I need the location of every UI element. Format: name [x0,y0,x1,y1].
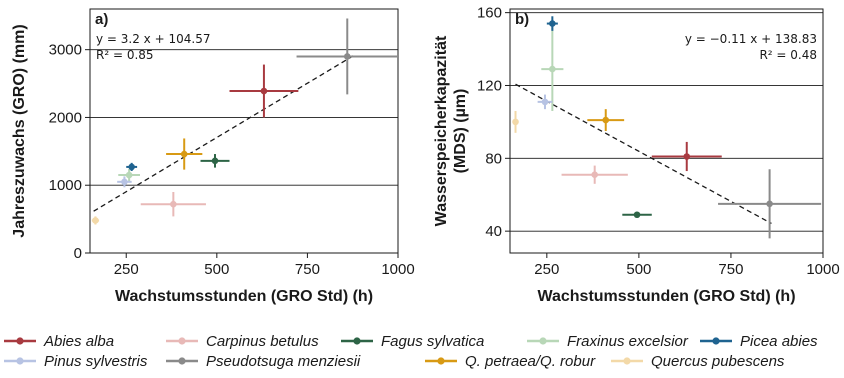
legend-item-abies-alba: Abies alba [4,333,114,350]
data-point-picea-abies [546,16,558,31]
data-point-q-petraea-q-robur [587,109,625,131]
panel-b: 40 80 120 160 250 500 750 1000 b) Wachstumsstunde… [433,5,840,305]
legend-swatch-marker [16,357,24,365]
x-tick-label: 250 [114,261,139,278]
y-tick-label: 160 [477,5,502,22]
marker [128,163,135,171]
marker [766,200,773,208]
data-point-abies-alba [229,64,299,118]
regression-equation: y = −0.11 x + 138.83 [685,32,817,46]
marker [125,171,133,179]
legend-label: Pseudotsuga menziesii [206,353,361,370]
y-tick-label: 2000 [49,109,82,126]
plot-frame [509,8,824,254]
marker [180,150,188,158]
marker [92,217,99,224]
panel-a: 0 1000 2000 3000 250 500 750 1000 a) Wachstumsstu… [11,8,415,305]
data-point-quercus-pubescens [512,110,519,133]
data-point-pinus-sylvestris [537,94,553,110]
legend-label: Fagus sylvatica [381,333,484,350]
legend-item-quercus-pubescens: Quercus pubescens [611,353,785,370]
data-point-quercus-pubescens [91,216,100,225]
legend-label: Abies alba [43,333,114,350]
legend-label: Q. petraea/Q. robur [465,353,596,370]
marker [343,53,351,60]
legend-label: Quercus pubescens [651,353,785,370]
panel-label: a) [95,11,108,28]
x-tick-label: 250 [534,261,559,278]
x-tick-label: 1000 [381,261,414,278]
data-point-pseudotsuga-menziesii [718,169,822,239]
regression-equation: y = 3.2 x + 104.57 [96,32,210,46]
marker [549,65,556,73]
y-axis-title-line2: (MDS) (µm) [452,89,469,174]
legend-label: Picea abies [740,333,818,350]
legend-swatch-marker [437,357,445,365]
regression-line [515,83,772,225]
legend: Abies alba Carpinus betulus Fagus sylvatic… [4,333,818,370]
marker [170,200,177,208]
plot-frame [89,8,399,254]
marker [211,157,219,165]
data-point-fraxinus-excelsior [541,27,564,111]
y-tick-label: 0 [74,245,82,262]
x-tick-label: 500 [204,261,229,278]
y-tick-label: 1000 [49,177,82,194]
legend-item-picea-abies: Picea abies [700,333,818,350]
data-point-pseudotsuga-menziesii [296,18,398,95]
y-tick-label: 120 [477,77,502,94]
legend-item-q-petraea-q-robur: Q. petraea/Q. robur [425,353,596,370]
y-tick-label: 3000 [49,42,82,59]
x-axis-title: Wachstumsstunden (GRO Std) (h) [115,288,373,305]
marker [602,116,610,124]
marker [683,153,691,160]
y-tick-label: 80 [485,150,502,167]
legend-swatch-marker [623,357,631,365]
legend-swatch-marker [178,357,186,365]
regression-line [93,54,355,212]
legend-item-pinus-sylvestris: Pinus sylvestris [4,353,148,370]
data-point-abies-alba [651,141,722,172]
data-point-carpinus-betulus [561,165,628,184]
data-point-q-petraea-q-robur [166,138,203,170]
marker [260,87,268,95]
y-axis-title: Wasserspeicherkapazität [433,35,450,226]
legend-swatch-marker [539,337,547,345]
marker [591,171,598,179]
legend-swatch-marker [353,337,361,345]
data-point-fagus-sylvatica [200,154,230,168]
r-squared: R² = 0.48 [759,48,817,62]
legend-item-pseudotsuga-menziesii: Pseudotsuga menziesii [166,353,361,370]
x-tick-label: 750 [718,261,743,278]
x-tick-label: 500 [626,261,651,278]
legend-label: Pinus sylvestris [44,353,148,370]
marker [512,118,519,126]
legend-item-carpinus-betulus: Carpinus betulus [166,333,319,350]
marker [121,178,128,186]
legend-swatch-marker [16,337,24,345]
marker [633,211,641,219]
legend-label: Carpinus betulus [206,333,319,350]
y-tick-label: 40 [485,223,502,240]
legend-swatch-marker [712,337,720,345]
data-point-picea-abies [126,162,138,171]
x-tick-label: 750 [295,261,320,278]
y-axis-title: Jahreszuwachs (GRO) (mm) [11,24,28,237]
marker [549,20,556,27]
data-point-fagus-sylvatica [622,211,652,219]
data-point-fraxinus-excelsior [118,168,141,182]
x-tick-label: 1000 [806,261,839,278]
legend-swatch-marker [178,337,186,345]
marker [541,98,549,106]
legend-item-fagus-sylvatica: Fagus sylvatica [341,333,484,350]
legend-label: Fraxinus excelsior [567,333,689,350]
data-point-pinus-sylvestris [117,176,132,188]
x-axis-title: Wachstumsstunden (GRO Std) (h) [537,288,795,305]
legend-item-fraxinus-excelsior: Fraxinus excelsior [527,333,689,350]
r-squared: R² = 0.85 [96,48,154,62]
panel-label: b) [515,11,529,28]
data-point-carpinus-betulus [140,192,206,217]
